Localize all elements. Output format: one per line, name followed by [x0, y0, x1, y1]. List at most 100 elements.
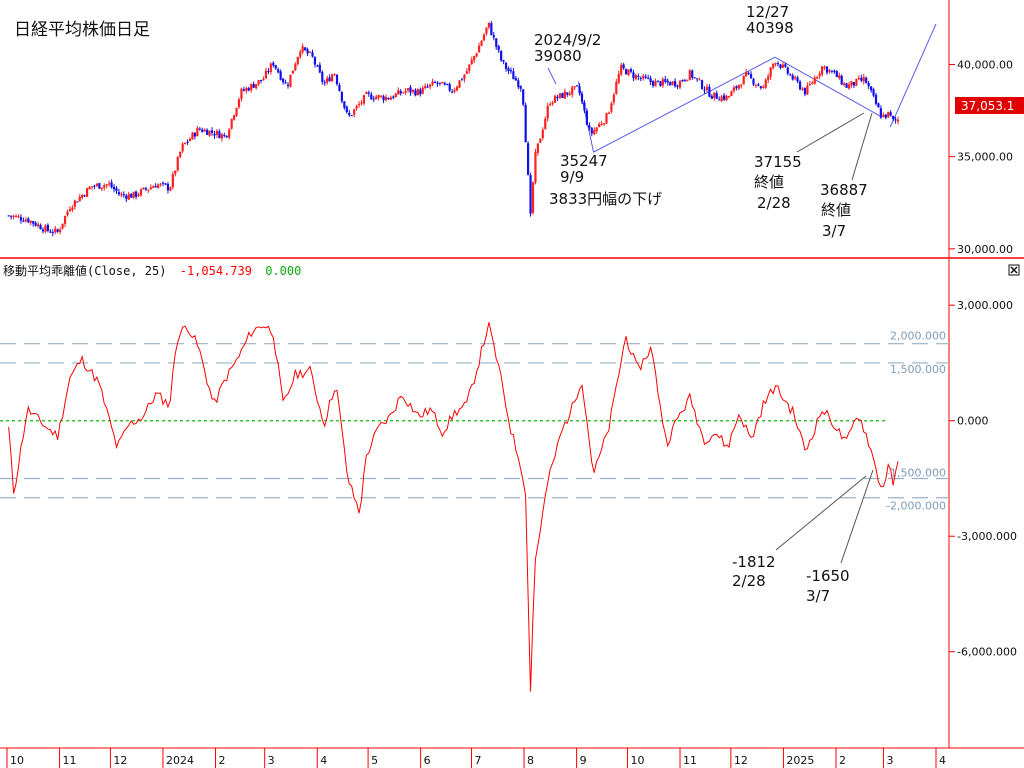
candle-body: [181, 143, 184, 152]
candle-body: [666, 80, 669, 83]
candle-body: [887, 111, 890, 118]
candle-body: [465, 71, 468, 74]
candle-body: [22, 220, 25, 222]
candle-body: [411, 89, 415, 92]
candle-body: [659, 81, 662, 86]
candle-body: [879, 108, 882, 118]
candle-body: [558, 93, 562, 98]
candle-body: [556, 96, 559, 99]
candle-body: [382, 96, 385, 101]
candle-body: [421, 87, 424, 94]
candle-body: [485, 27, 488, 34]
candle-body: [179, 151, 182, 157]
candle-body: [316, 65, 319, 67]
candle-body: [661, 79, 664, 86]
candle-body: [497, 46, 500, 51]
candle-body: [240, 88, 243, 99]
candle-body: [771, 63, 775, 68]
candle-body: [323, 82, 326, 84]
candle-body: [448, 84, 451, 91]
x-tick-label: 10: [10, 754, 24, 767]
candle-body: [299, 51, 302, 57]
annotation-osc-mar7: -1650 3/7: [806, 469, 874, 605]
candle-body: [833, 70, 836, 72]
candle-body: [553, 95, 557, 103]
candle-body: [693, 77, 696, 79]
y-tick-label: 30,000.00: [957, 243, 1013, 256]
candle-body: [573, 86, 576, 88]
candle-body: [595, 127, 598, 132]
x-tick-label: 12: [113, 754, 127, 767]
candle-body: [504, 62, 508, 69]
candle-body: [855, 78, 858, 86]
candle-body: [85, 188, 89, 197]
candle-body: [620, 64, 623, 75]
candle-body: [274, 65, 277, 69]
candle-body: [208, 130, 211, 136]
candle-body: [813, 77, 816, 84]
candle-body: [183, 142, 187, 145]
candle-body: [267, 71, 270, 73]
candle-body: [546, 105, 549, 119]
candle-body: [284, 82, 287, 84]
osc-y-tick-label: 0.000: [957, 415, 989, 428]
candle-body: [397, 90, 400, 95]
candle-body: [732, 87, 735, 91]
candle-body: [874, 94, 878, 104]
annotation-feb28-date: 2/28: [757, 194, 791, 212]
candle-body: [201, 129, 204, 132]
close-icon[interactable]: [1008, 264, 1020, 276]
candle-body: [575, 85, 579, 87]
candle-body: [76, 201, 79, 203]
candle-body: [691, 70, 694, 78]
candle-body: [308, 51, 312, 53]
candle-body: [470, 59, 473, 64]
candle-body: [634, 75, 637, 80]
candle-body: [700, 80, 704, 90]
candle-body: [580, 93, 584, 102]
candle-body: [705, 86, 709, 90]
candle-body: [749, 74, 753, 79]
candle-body: [600, 123, 603, 125]
candle-body: [441, 82, 444, 84]
candle-body: [877, 103, 880, 108]
candle-body: [727, 95, 731, 97]
candle-body: [752, 79, 755, 85]
candle-body: [688, 70, 691, 80]
candle-body: [571, 87, 574, 95]
candle-body: [90, 186, 94, 188]
candle-body: [534, 151, 537, 183]
x-tick-label: 2: [839, 754, 846, 767]
candle-body: [424, 85, 427, 88]
candle-body: [830, 70, 833, 72]
candle-body: [49, 231, 52, 233]
candle-body: [539, 138, 542, 143]
candle-body: [191, 132, 194, 140]
candle-body: [328, 77, 331, 82]
candle-body: [71, 207, 74, 210]
candle-body: [517, 80, 520, 88]
candle-body: [232, 115, 236, 120]
x-tick-label: 10: [630, 754, 644, 767]
candle-body: [526, 143, 530, 175]
candle-body: [433, 82, 437, 84]
candle-body: [816, 76, 819, 79]
candle-body: [169, 187, 172, 191]
candle-body: [335, 74, 339, 85]
candle-body: [737, 84, 740, 89]
candle-body: [683, 80, 686, 82]
candle-body: [722, 95, 726, 100]
candle-body: [473, 55, 476, 61]
candle-body: [477, 45, 481, 53]
candle-body: [142, 187, 145, 190]
candle-body: [188, 138, 192, 142]
candle-body: [416, 89, 419, 96]
candle-body: [264, 70, 268, 79]
candle-body: [350, 115, 353, 117]
candle-body: [656, 80, 660, 82]
annotation-osc-mar7-date: 3/7: [806, 587, 830, 605]
candle-body: [495, 38, 498, 47]
candle-body: [536, 143, 539, 153]
candle-body: [402, 92, 405, 94]
